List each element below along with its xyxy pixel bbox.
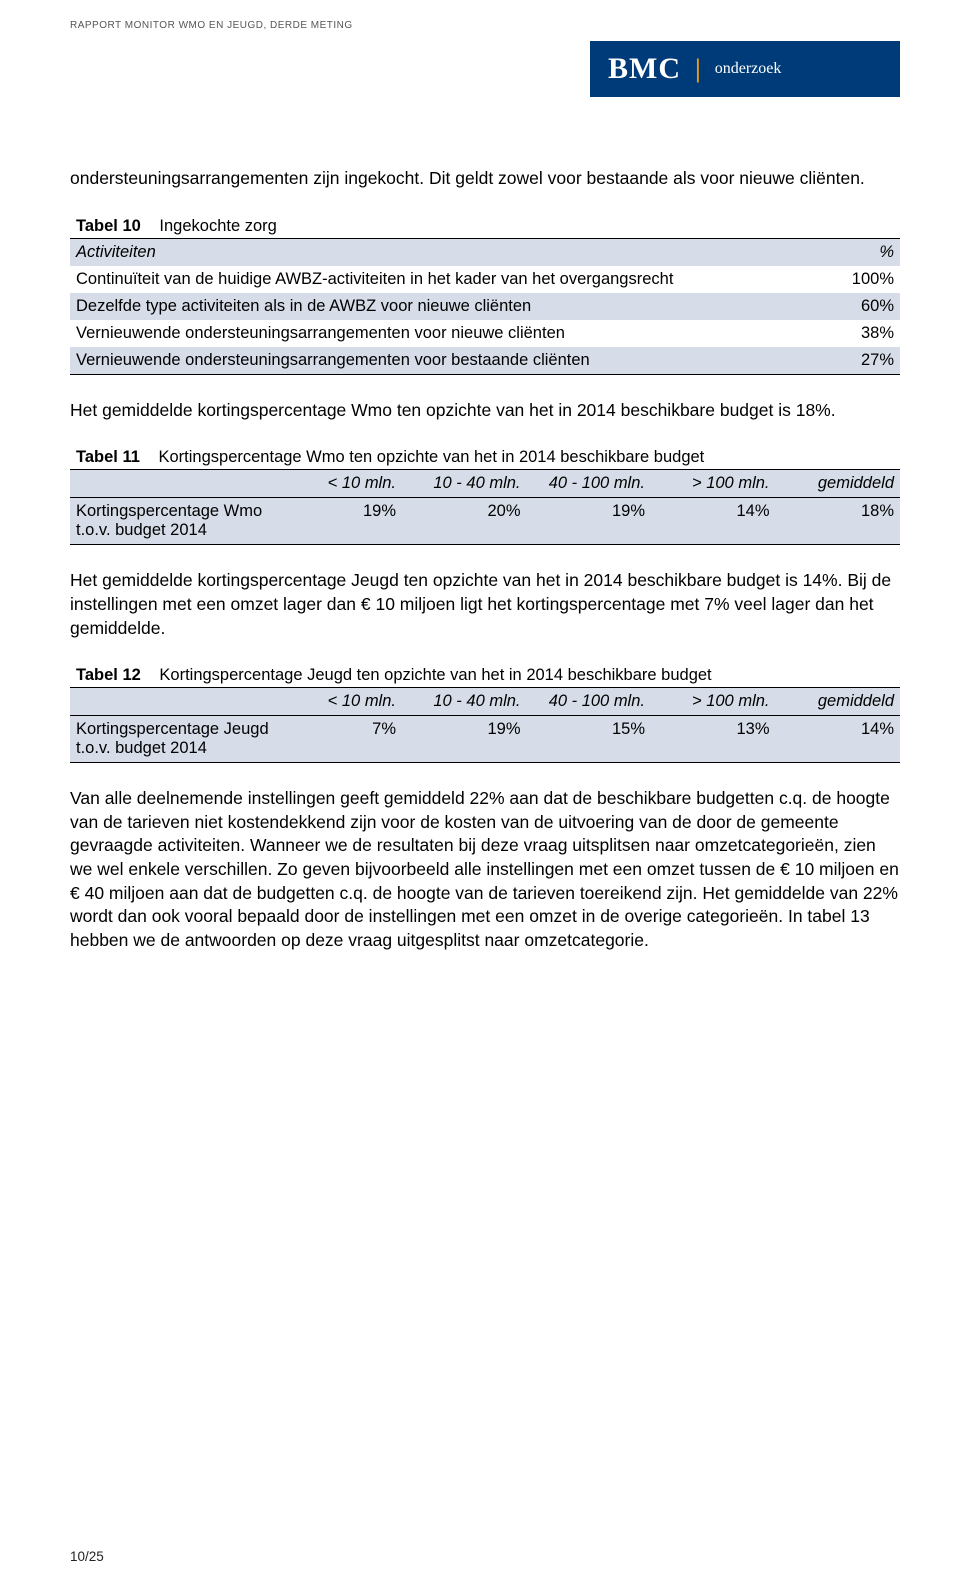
logo-wrap: BMC | onderzoek: [70, 41, 900, 97]
table-10-row-2-label: Vernieuwende ondersteuningsarrangementen…: [70, 320, 820, 347]
table-12-col-5: gemiddeld: [776, 688, 901, 716]
table-12-val-4: 14%: [776, 716, 901, 763]
table-12-val-1: 19%: [402, 716, 527, 763]
table-12-title: Kortingspercentage Jeugd ten opzichte va…: [145, 666, 711, 684]
table-12-row-label: Kortingspercentage Jeugd t.o.v. budget 2…: [70, 716, 278, 763]
table-10-row-2-val: 38%: [820, 320, 900, 347]
logo: BMC | onderzoek: [590, 41, 900, 97]
table-10-row-3-label: Vernieuwende ondersteuningsarrangementen…: [70, 347, 820, 375]
table-11-col-2: 10 - 40 mln.: [402, 470, 527, 498]
table-12-val-2: 15%: [527, 716, 652, 763]
table-12-val-3: 13%: [651, 716, 776, 763]
table-10-row-2: Vernieuwende ondersteuningsarrangementen…: [70, 320, 900, 347]
running-head: RAPPORT MONITOR WMO EN JEUGD, DERDE METI…: [70, 20, 900, 31]
table-10-row-1: Dezelfde type activiteiten als in de AWB…: [70, 293, 900, 320]
table-12-title-row: Tabel 12 Kortingspercentage Jeugd ten op…: [70, 662, 900, 688]
table-11-val-0: 19%: [278, 498, 403, 545]
table-10-row-0-val: 100%: [820, 266, 900, 293]
table-12-col-2: 10 - 40 mln.: [402, 688, 527, 716]
table-12-data-row: Kortingspercentage Jeugd t.o.v. budget 2…: [70, 716, 900, 763]
table-10-head-row: Activiteiten %: [70, 238, 900, 266]
table-12-label: Tabel 12: [76, 666, 141, 684]
page-number: 10/25: [70, 1549, 104, 1564]
table-11-col-4: > 100 mln.: [651, 470, 776, 498]
table-10: Tabel 10 Ingekochte zorg Activiteiten % …: [70, 213, 900, 375]
table-11-col-5: gemiddeld: [776, 470, 901, 498]
table-10-row-1-val: 60%: [820, 293, 900, 320]
table-11-val-2: 19%: [527, 498, 652, 545]
table-11-title: Kortingspercentage Wmo ten opzichte van …: [145, 448, 705, 466]
paragraph-3: Het gemiddelde kortingspercentage Jeugd …: [70, 569, 900, 640]
table-11-data-row: Kortingspercentage Wmo t.o.v. budget 201…: [70, 498, 900, 545]
page: RAPPORT MONITOR WMO EN JEUGD, DERDE METI…: [0, 0, 960, 1584]
table-11-col-3: 40 - 100 mln.: [527, 470, 652, 498]
table-10-row-0-label: Continuïteit van de huidige AWBZ-activit…: [70, 266, 820, 293]
table-12-col-4: > 100 mln.: [651, 688, 776, 716]
table-11-title-cell: Tabel 11 Kortingspercentage Wmo ten opzi…: [70, 444, 900, 470]
table-10-row-0: Continuïteit van de huidige AWBZ-activit…: [70, 266, 900, 293]
paragraph-1: ondersteuningsarrangementen zijn ingekoc…: [70, 167, 900, 191]
table-10-row-1-label: Dezelfde type activiteiten als in de AWB…: [70, 293, 820, 320]
table-12-col-0: [70, 688, 278, 716]
table-11-col-0: [70, 470, 278, 498]
table-11-val-3: 14%: [651, 498, 776, 545]
logo-separator: |: [695, 54, 701, 84]
table-10-title-cell: Tabel 10 Ingekochte zorg: [70, 213, 900, 239]
table-12-head-row: < 10 mln. 10 - 40 mln. 40 - 100 mln. > 1…: [70, 688, 900, 716]
table-10-row-3-val: 27%: [820, 347, 900, 375]
paragraph-2: Het gemiddelde kortingspercentage Wmo te…: [70, 399, 900, 423]
table-11-col-1: < 10 mln.: [278, 470, 403, 498]
table-11-label: Tabel 11: [76, 448, 140, 466]
table-11-val-4: 18%: [776, 498, 901, 545]
logo-sub: onderzoek: [715, 60, 782, 78]
table-10-title-row: Tabel 10 Ingekochte zorg: [70, 213, 900, 239]
table-12-val-0: 7%: [278, 716, 403, 763]
table-11-row-label: Kortingspercentage Wmo t.o.v. budget 201…: [70, 498, 278, 545]
table-10-title: Ingekochte zorg: [145, 217, 276, 235]
table-10-row-3: Vernieuwende ondersteuningsarrangementen…: [70, 347, 900, 375]
paragraph-4: Van alle deelnemende instellingen geeft …: [70, 787, 900, 952]
logo-main: BMC: [608, 52, 681, 86]
table-11-val-1: 20%: [402, 498, 527, 545]
table-11-head-row: < 10 mln. 10 - 40 mln. 40 - 100 mln. > 1…: [70, 470, 900, 498]
table-10-label: Tabel 10: [76, 217, 141, 235]
table-10-head-right: %: [820, 238, 900, 266]
table-11-title-row: Tabel 11 Kortingspercentage Wmo ten opzi…: [70, 444, 900, 470]
table-12-title-cell: Tabel 12 Kortingspercentage Jeugd ten op…: [70, 662, 900, 688]
table-11: Tabel 11 Kortingspercentage Wmo ten opzi…: [70, 444, 900, 545]
table-12-col-3: 40 - 100 mln.: [527, 688, 652, 716]
table-12-col-1: < 10 mln.: [278, 688, 403, 716]
table-10-head-left: Activiteiten: [70, 238, 820, 266]
table-12: Tabel 12 Kortingspercentage Jeugd ten op…: [70, 662, 900, 763]
